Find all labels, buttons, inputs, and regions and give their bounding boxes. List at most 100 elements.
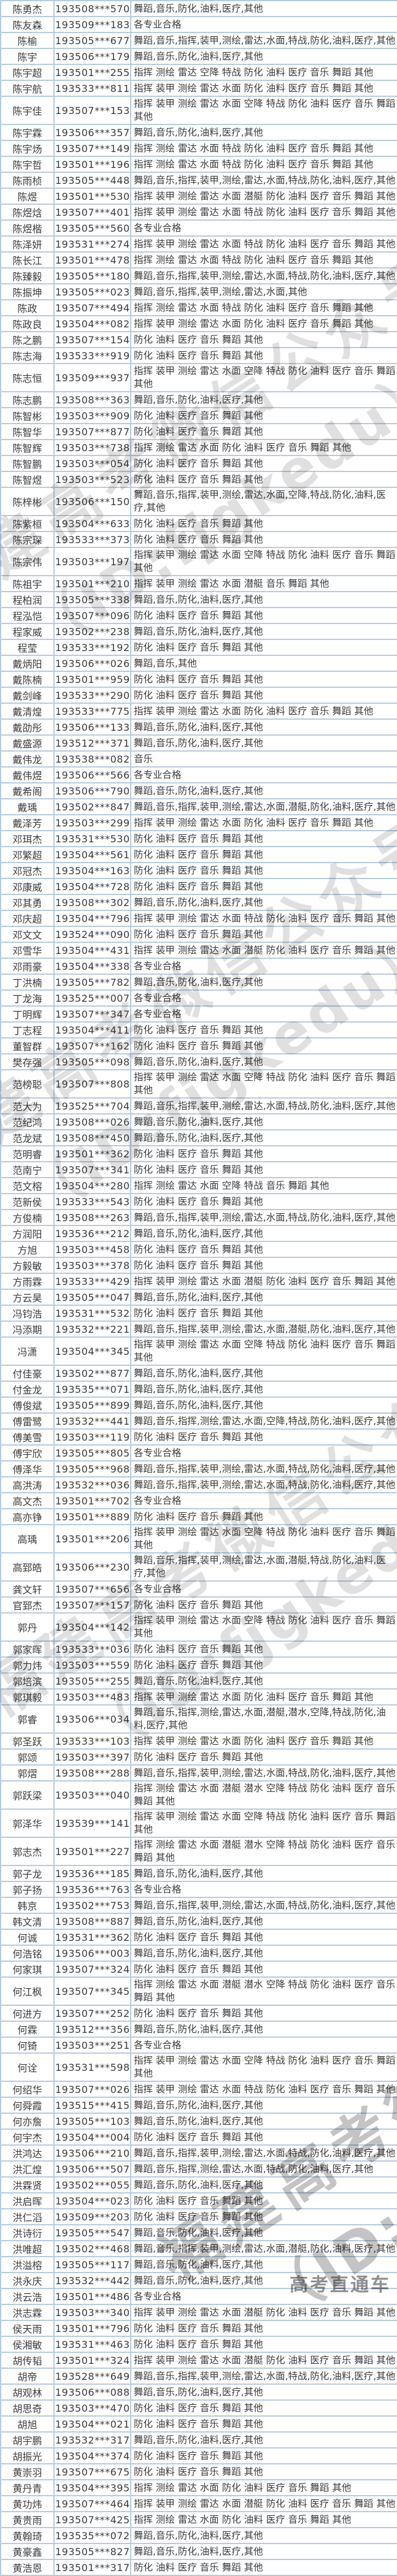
- qualified-majors-cell[interactable]: 防化 油料 医疗 音乐 舞蹈 其他: [130, 423, 397, 440]
- student-name-cell[interactable]: 胡传韬: [0, 2352, 55, 2369]
- qualified-majors-cell[interactable]: 各专业合格: [130, 1580, 397, 1598]
- exam-id-cell[interactable]: 193501***324: [53, 2352, 131, 2369]
- qualified-majors-cell[interactable]: 指挥 装甲 测绘 雷达 水面 防化 油料 医疗 音乐 舞蹈 其他: [130, 80, 397, 97]
- exam-id-cell[interactable]: 193504***082: [53, 315, 131, 332]
- student-name-cell[interactable]: 侯湘敏: [0, 2336, 55, 2353]
- qualified-majors-cell[interactable]: 舞蹈,音乐,指挥,装甲,测绘,雷达,水面,特战,防化,油料,医疗,其他: [130, 32, 397, 49]
- exam-id-cell[interactable]: 193503***909: [53, 407, 131, 424]
- qualified-majors-cell[interactable]: 舞蹈,音乐,其他: [130, 655, 397, 672]
- student-name-cell[interactable]: 郭泽华: [0, 1808, 55, 1838]
- qualified-majors-cell[interactable]: 舞蹈,音乐,防化,油料,医疗,其他: [130, 1865, 397, 1882]
- qualified-majors-cell[interactable]: 防化 油料 医疗 音乐 舞蹈 其他: [130, 2192, 397, 2209]
- student-name-cell[interactable]: 戴希阁: [0, 782, 55, 799]
- student-name-cell[interactable]: 陈煜楷: [0, 219, 55, 237]
- exam-id-cell[interactable]: 193501***196: [53, 156, 131, 173]
- exam-id-cell[interactable]: 193504***411: [53, 1021, 131, 1038]
- student-name-cell[interactable]: 邓繁超: [0, 846, 55, 863]
- exam-id-cell[interactable]: 193501***317: [53, 2559, 131, 2576]
- student-name-cell[interactable]: 邓珥杰: [0, 830, 55, 847]
- exam-id-cell[interactable]: 193508***026: [53, 1113, 131, 1130]
- exam-id-cell[interactable]: 193501***959: [53, 671, 131, 688]
- student-name-cell[interactable]: 戴清煌: [0, 703, 55, 720]
- exam-id-cell[interactable]: 193501***210: [53, 575, 131, 592]
- student-name-cell[interactable]: 范明睿: [0, 1145, 55, 1162]
- student-name-cell[interactable]: 高文杰: [0, 1492, 55, 1509]
- student-name-cell[interactable]: 陈臻毅: [0, 267, 55, 284]
- student-name-cell[interactable]: 方云昊: [0, 1289, 55, 1306]
- qualified-majors-cell[interactable]: 防化 油料 医疗 音乐 舞蹈 其他: [130, 1241, 397, 1258]
- exam-id-cell[interactable]: 193508***302: [53, 894, 131, 911]
- exam-id-cell[interactable]: 193506***357: [53, 124, 131, 141]
- student-name-cell[interactable]: 郭家晖: [0, 1640, 55, 1658]
- student-name-cell[interactable]: 陈政良: [0, 315, 55, 332]
- student-name-cell[interactable]: 郭睿: [0, 1704, 55, 1734]
- exam-id-cell[interactable]: 193532***441: [53, 1412, 131, 1430]
- student-name-cell[interactable]: 黄浩恩: [0, 2559, 55, 2576]
- student-name-cell[interactable]: 黄丹青: [0, 2479, 55, 2496]
- exam-id-cell[interactable]: 193509***203: [53, 2208, 131, 2225]
- exam-id-cell[interactable]: 193508***887: [53, 1913, 131, 1930]
- student-name-cell[interactable]: 洪霖贤: [0, 2176, 55, 2193]
- qualified-majors-cell[interactable]: 指挥 测绘 雷达 水面 防化 油料 医疗 音乐 舞蹈 其他: [130, 2511, 397, 2528]
- qualified-majors-cell[interactable]: 防化 油料 医疗 音乐 舞蹈 其他: [130, 1305, 397, 1322]
- exam-id-cell[interactable]: 193507***157: [53, 1596, 131, 1614]
- exam-id-cell[interactable]: 193507***425: [53, 2511, 131, 2528]
- exam-id-cell[interactable]: 193505***023: [53, 283, 131, 300]
- qualified-majors-cell[interactable]: 各专业合格: [130, 2037, 397, 2054]
- student-name-cell[interactable]: 陈勇杰: [0, 0, 55, 17]
- qualified-majors-cell[interactable]: 防化 油料 医疗 音乐 舞蹈 其他: [130, 2399, 397, 2417]
- exam-id-cell[interactable]: 193515***415: [53, 2097, 131, 2114]
- exam-id-cell[interactable]: 193507***154: [53, 331, 131, 348]
- qualified-majors-cell[interactable]: 指挥 装甲 测绘 雷达 水面 潜艇 防化 油料 医疗 音乐 舞蹈 其他: [130, 942, 397, 959]
- student-name-cell[interactable]: 何家琪: [0, 1961, 55, 1978]
- qualified-majors-cell[interactable]: 防化 油料 医疗 音乐 舞蹈 其他: [130, 1145, 397, 1162]
- student-name-cell[interactable]: 陈政: [0, 299, 55, 316]
- qualified-majors-cell[interactable]: 舞蹈,音乐,防化,油料,医疗,其他: [130, 2176, 397, 2193]
- qualified-majors-cell[interactable]: 指挥 测绘 雷达 水面 防化 油料 医疗 音乐 舞蹈 其他: [130, 2479, 397, 2496]
- student-name-cell[interactable]: 董智群: [0, 1037, 55, 1054]
- exam-id-cell[interactable]: 193504***163: [53, 862, 131, 879]
- exam-id-cell[interactable]: 193503***340: [53, 2304, 131, 2321]
- qualified-majors-cell[interactable]: 舞蹈,音乐,指挥,装甲,测绘,雷达,水面,潜艇,防化,油料,医疗,其他: [130, 1320, 397, 1338]
- student-name-cell[interactable]: 冯潇: [0, 1336, 55, 1366]
- exam-id-cell[interactable]: 193507***324: [53, 1961, 131, 1978]
- qualified-majors-cell[interactable]: 防化 油料 医疗 音乐 舞蹈 其他: [130, 671, 397, 688]
- student-name-cell[interactable]: 付金龙: [0, 1381, 55, 1398]
- qualified-majors-cell[interactable]: 防化 油料 医疗 音乐 舞蹈 其他: [130, 1929, 397, 1946]
- exam-id-cell[interactable]: 193507***675: [53, 2463, 131, 2480]
- exam-id-cell[interactable]: 193501***486: [53, 2288, 131, 2305]
- qualified-majors-cell[interactable]: 防化 油料 医疗 音乐 舞蹈 其他: [130, 1428, 397, 1446]
- qualified-majors-cell[interactable]: 防化 油料 医疗 音乐 舞蹈 其他: [130, 607, 397, 624]
- qualified-majors-cell[interactable]: 各专业合格: [130, 2288, 397, 2305]
- student-name-cell[interactable]: 范龙斌: [0, 1129, 55, 1146]
- student-name-cell[interactable]: 丁龙海: [0, 989, 55, 1007]
- student-name-cell[interactable]: 韩京: [0, 1897, 55, 1914]
- exam-id-cell[interactable]: 193525***007: [53, 989, 131, 1007]
- qualified-majors-cell[interactable]: 防化 油料 医疗 音乐 舞蹈 其他: [130, 331, 397, 348]
- qualified-majors-cell[interactable]: 舞蹈,音乐,防化,油料,医疗,其他: [130, 1397, 397, 1414]
- exam-id-cell[interactable]: 193532***036: [53, 1476, 131, 1493]
- qualified-majors-cell[interactable]: 舞蹈,音乐,指挥,装甲,测绘,雷达,水面,特战,防化,油料,医疗,其他: [130, 2368, 397, 2385]
- student-name-cell[interactable]: 范纪鸿: [0, 1113, 55, 1130]
- exam-id-cell[interactable]: 193507***096: [53, 607, 131, 624]
- exam-id-cell[interactable]: 193501***530: [53, 188, 131, 205]
- qualified-majors-cell[interactable]: 指挥 测绘 雷达 水面 潜艇 潜水 空降 特战 防化 油料 医疗 音乐 舞蹈 其…: [130, 1976, 397, 2006]
- exam-id-cell[interactable]: 193503***470: [53, 2399, 131, 2417]
- qualified-majors-cell[interactable]: 防化 油料 医疗 音乐 舞蹈 其他: [130, 1961, 397, 1978]
- qualified-majors-cell[interactable]: 舞蹈,音乐,防化,油料,医疗,其他: [130, 2527, 397, 2544]
- qualified-majors-cell[interactable]: 指挥 装甲 测绘 雷达 水面 特战 防化 油料 医疗 音乐 舞蹈 其他: [130, 204, 397, 221]
- qualified-majors-cell[interactable]: 防化 油料 医疗 音乐 舞蹈 其他: [130, 2320, 397, 2337]
- qualified-majors-cell[interactable]: 防化 油料 医疗 音乐 舞蹈 其他: [130, 347, 397, 364]
- exam-id-cell[interactable]: 193507***149: [53, 140, 131, 157]
- student-name-cell[interactable]: 戴炳阳: [0, 655, 55, 672]
- exam-id-cell[interactable]: 193501***255: [53, 64, 131, 81]
- student-name-cell[interactable]: 陈宇霖: [0, 124, 55, 141]
- student-name-cell[interactable]: 邓其勇: [0, 894, 55, 911]
- qualified-majors-cell[interactable]: 指挥 装甲 测绘 雷达 水面 潜艇 防化 油料 医疗 音乐 舞蹈 其他: [130, 1273, 397, 1290]
- qualified-majors-cell[interactable]: 防化 油料 医疗 音乐 舞蹈 其他: [130, 2447, 397, 2464]
- student-name-cell[interactable]: 范新侯: [0, 1193, 55, 1210]
- qualified-majors-cell[interactable]: 防化 油料 医疗 音乐 舞蹈 其他: [130, 471, 397, 488]
- student-name-cell[interactable]: 邓雨豪: [0, 958, 55, 975]
- exam-id-cell[interactable]: 193533***192: [53, 639, 131, 656]
- qualified-majors-cell[interactable]: 指挥 测绘 雷达 水面 特战 防化 油料 医疗 音乐 舞蹈 其他: [130, 299, 397, 316]
